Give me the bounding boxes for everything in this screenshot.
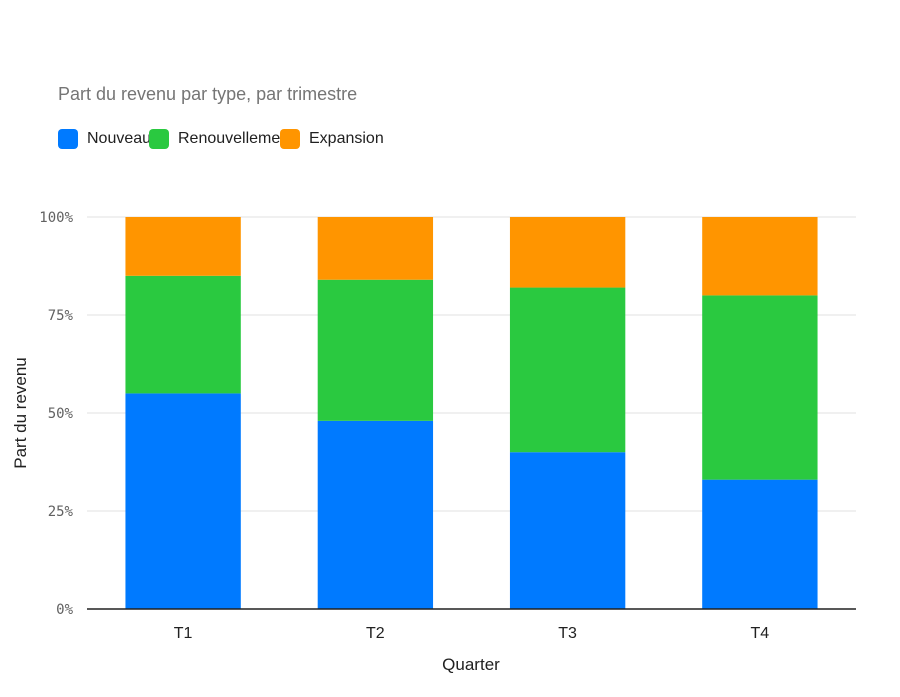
x-tick-label: T4 (751, 625, 770, 642)
legend-swatch-expansion (280, 129, 300, 149)
bar-segment-expansion-t1[interactable] (125, 217, 241, 276)
legend-item-nouveau[interactable]: Nouveau (58, 128, 152, 150)
legend-item-renouvellement[interactable]: Renouvellement (149, 128, 281, 150)
bar-segment-renouvellement-t2[interactable] (317, 279, 434, 421)
x-tick-labels: T1 T2 T3 T4 (174, 625, 770, 642)
y-tick-label: 25% (48, 504, 74, 520)
x-tick-label: T2 (366, 625, 385, 642)
x-tick-label: T3 (558, 625, 577, 642)
y-tick-label: 50% (48, 406, 74, 422)
bar-segment-renouvellement-t1[interactable] (125, 275, 241, 394)
chart-title: Part du revenu par type, par trimestre (58, 84, 358, 104)
y-tick-label: 100% (39, 210, 73, 226)
legend-label-renouvellement: Renouvellement (178, 130, 281, 147)
bar-segment-expansion-t3[interactable] (509, 217, 626, 288)
bar-segment-nouveau-t3[interactable] (509, 452, 626, 609)
y-tick-labels: 0% 25% 50% 75% 100% (39, 210, 73, 618)
legend-label-nouveau: Nouveau (87, 130, 152, 147)
legend-swatch-renouvellement (149, 129, 169, 149)
y-tick-label: 75% (48, 308, 74, 324)
legend-swatch-nouveau (58, 129, 78, 149)
bar-segment-nouveau-t1[interactable] (125, 393, 241, 609)
x-axis-title: Quarter (442, 655, 500, 674)
bars (125, 217, 818, 609)
legend-label-expansion: Expansion (309, 130, 384, 147)
y-axis-title: Part du revenu (11, 357, 30, 469)
bar-segment-renouvellement-t3[interactable] (509, 287, 626, 453)
legend: Nouveau Renouvellement Expansion (58, 128, 418, 150)
legend-item-expansion[interactable]: Expansion (280, 128, 410, 150)
bar-segment-expansion-t2[interactable] (317, 217, 434, 280)
bar-segment-nouveau-t2[interactable] (317, 420, 434, 609)
y-tick-label: 0% (56, 602, 73, 618)
bar-segment-renouvellement-t4[interactable] (702, 295, 818, 480)
x-tick-label: T1 (174, 625, 193, 642)
bar-segment-nouveau-t4[interactable] (702, 479, 818, 609)
bar-segment-expansion-t4[interactable] (702, 217, 818, 296)
